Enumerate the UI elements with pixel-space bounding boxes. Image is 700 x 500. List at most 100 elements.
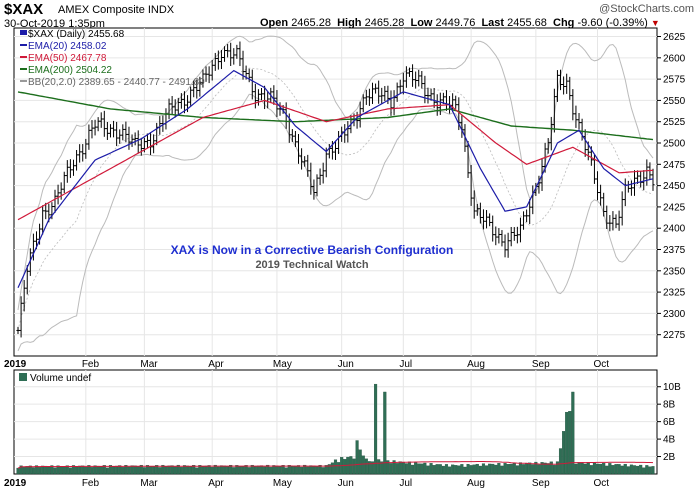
volume-bar — [31, 467, 35, 475]
volume-bar — [256, 465, 260, 475]
volume-bar — [435, 464, 439, 475]
x-tick-label: Jun — [338, 478, 354, 489]
brand-watermark[interactable]: @StockCharts.com — [599, 3, 694, 15]
volume-bar — [639, 464, 643, 475]
volume-bar — [592, 462, 596, 475]
low-label: Low — [410, 17, 433, 29]
volume-bar — [531, 464, 535, 475]
volume-bar — [383, 391, 387, 475]
volume-bar — [330, 462, 334, 475]
price-tick-label: 2625 — [663, 32, 686, 43]
volume-bar — [290, 466, 294, 475]
price-tick-label: 2550 — [663, 96, 686, 107]
volume-bar — [266, 464, 270, 475]
volume-bar — [503, 463, 507, 475]
x-tick-label: 2019 — [4, 478, 27, 489]
volume-bar — [28, 465, 32, 475]
open-label: Open — [260, 17, 289, 29]
volume-bar — [454, 465, 458, 475]
volume-bar — [309, 465, 313, 475]
volume-bar — [207, 465, 211, 475]
legend-ema20: EMA(20) 2458.02 — [28, 41, 107, 52]
x-tick-label: Sep — [532, 359, 550, 370]
x-tick-label: Feb — [82, 478, 100, 489]
price-x-axis: 2019 Feb Mar Apr May Jun Jul Aug Sep Oct — [4, 359, 609, 370]
volume-bar — [494, 464, 498, 475]
volume-bar — [392, 460, 396, 475]
volume-bar — [512, 462, 516, 475]
volume-grid — [14, 370, 657, 474]
volume-bar — [78, 465, 82, 475]
volume-bar — [164, 466, 168, 475]
volume-bar — [201, 466, 205, 475]
volume-bar — [546, 463, 550, 475]
volume-bar — [167, 465, 171, 475]
volume-bar — [500, 465, 504, 475]
volume-bar — [90, 467, 94, 475]
bb-upper-line — [17, 35, 654, 311]
volume-bar — [417, 463, 421, 475]
volume-bar — [275, 465, 279, 475]
volume-bar — [182, 465, 187, 475]
volume-bar — [112, 466, 116, 475]
volume-bar — [629, 464, 633, 475]
volume-bar — [306, 466, 310, 475]
volume-bar — [53, 467, 57, 475]
price-tick-label: 2575 — [663, 75, 686, 86]
volume-bar — [411, 464, 415, 475]
legend-swatch-volume — [19, 373, 27, 381]
volume-bar — [611, 465, 615, 475]
volume-bar — [605, 465, 609, 475]
volume-bar — [189, 466, 193, 475]
volume-bar — [460, 464, 464, 475]
volume-bar — [269, 466, 273, 475]
volume-bar — [130, 465, 134, 475]
volume-bar — [244, 465, 248, 475]
volume-bar — [41, 465, 45, 475]
volume-bars — [16, 383, 655, 475]
volume-bar — [472, 464, 476, 475]
volume-bar — [133, 465, 137, 475]
price-axis: 2275 2300 2325 2350 2375 2400 2425 2450 2475 2500… — [657, 32, 686, 341]
volume-bar — [484, 465, 489, 475]
volume-bar — [565, 411, 569, 475]
volume-bar — [515, 465, 519, 475]
volume-label: Volume undef — [30, 373, 91, 384]
volume-bar — [457, 465, 461, 475]
price-tick-label: 2375 — [663, 245, 686, 256]
volume-bar — [632, 465, 637, 475]
volume-bar — [259, 465, 264, 475]
volume-bar — [636, 465, 640, 475]
volume-bar — [152, 465, 156, 475]
volume-bar — [315, 466, 319, 475]
last-label: Last — [481, 17, 505, 29]
legend-symbol: $XAX (Daily) 2455.68 — [28, 29, 125, 40]
volume-bar — [118, 465, 122, 475]
volume-bar — [192, 465, 196, 475]
volume-bar — [386, 460, 390, 475]
x-tick-label: Jul — [399, 359, 412, 370]
volume-bar — [355, 440, 359, 475]
volume-bar — [377, 459, 381, 475]
volume-bar — [222, 465, 227, 475]
x-tick-label: Jul — [399, 478, 412, 489]
volume-bar — [599, 463, 603, 475]
volume-bar — [448, 466, 452, 475]
volume-bar — [469, 465, 473, 475]
price-tick-label: 2350 — [663, 266, 686, 277]
volume-bar — [278, 466, 282, 475]
volume-bar — [488, 463, 492, 475]
bb-lower-line — [17, 93, 654, 352]
volume-bar — [148, 465, 153, 475]
high-label: High — [337, 17, 362, 29]
price-tick-label: 2400 — [663, 224, 686, 235]
volume-bar — [216, 466, 220, 475]
volume-bar — [370, 461, 375, 475]
volume-bar — [429, 463, 433, 475]
volume-bar — [589, 465, 593, 475]
volume-bar — [398, 461, 402, 475]
volume-bar — [115, 465, 119, 475]
price-tick-label: 2525 — [663, 117, 686, 128]
volume-bar — [423, 462, 427, 475]
volume-bar — [343, 459, 347, 475]
